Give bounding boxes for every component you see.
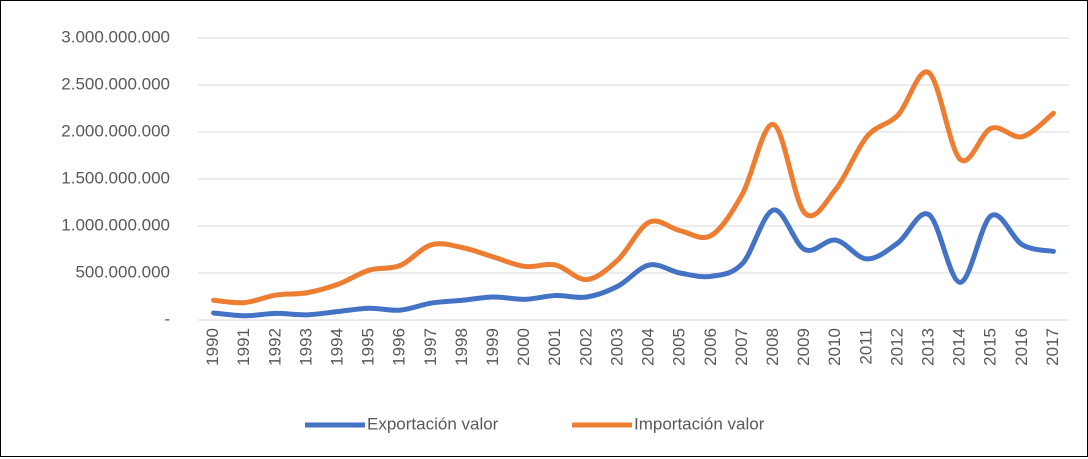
x-tick-label: 1992 [265, 328, 284, 366]
x-tick-label: 1999 [483, 328, 502, 366]
x-tick-label: 2014 [950, 328, 969, 366]
y-tick-label: 1.000.000.000 [61, 215, 170, 234]
y-tick-label: 1.500.000.000 [61, 168, 170, 187]
x-tick-label: 2003 [607, 328, 626, 366]
x-tick-label: 2010 [825, 328, 844, 366]
x-tick-label: 2009 [794, 328, 813, 366]
x-tick-label: 1990 [203, 328, 222, 366]
x-tick-label: 2001 [545, 328, 564, 366]
x-tick-label: 2017 [1043, 328, 1062, 366]
x-tick-label: 1994 [327, 328, 346, 366]
x-tick-label: 1997 [421, 328, 440, 366]
series-line [211, 207, 1056, 319]
y-tick-label: 2.000.000.000 [61, 121, 170, 140]
y-tick-label: 500.000.000 [75, 262, 170, 281]
x-tick-label: 2016 [1012, 328, 1031, 366]
x-tick-label: 2007 [732, 328, 751, 366]
x-tick-label: 2008 [763, 328, 782, 366]
x-tick-label: 2015 [981, 328, 1000, 366]
y-tick-label: 3.000.000.000 [61, 27, 170, 46]
x-tick-label: 1995 [359, 328, 378, 366]
y-tick-label: - [164, 309, 170, 328]
x-tick-label: 1991 [234, 328, 253, 366]
x-tick-label: 1998 [452, 328, 471, 366]
x-tick-label: 2011 [856, 328, 875, 365]
series-line [211, 69, 1056, 306]
y-tick-label: 2.500.000.000 [61, 74, 170, 93]
x-tick-label: 2000 [514, 328, 533, 366]
legend-label: Importación valor [634, 414, 765, 433]
x-tick-label: 2013 [919, 328, 938, 366]
x-tick-label: 2006 [701, 328, 720, 366]
legend-label: Exportación valor [367, 414, 499, 433]
x-tick-label: 2012 [887, 328, 906, 366]
x-tick-label: 2002 [576, 328, 595, 366]
x-tick-label: 2005 [670, 328, 689, 366]
x-tick-label: 2004 [639, 328, 658, 366]
x-tick-label: 1993 [296, 328, 315, 366]
x-tick-label: 1996 [390, 328, 409, 366]
